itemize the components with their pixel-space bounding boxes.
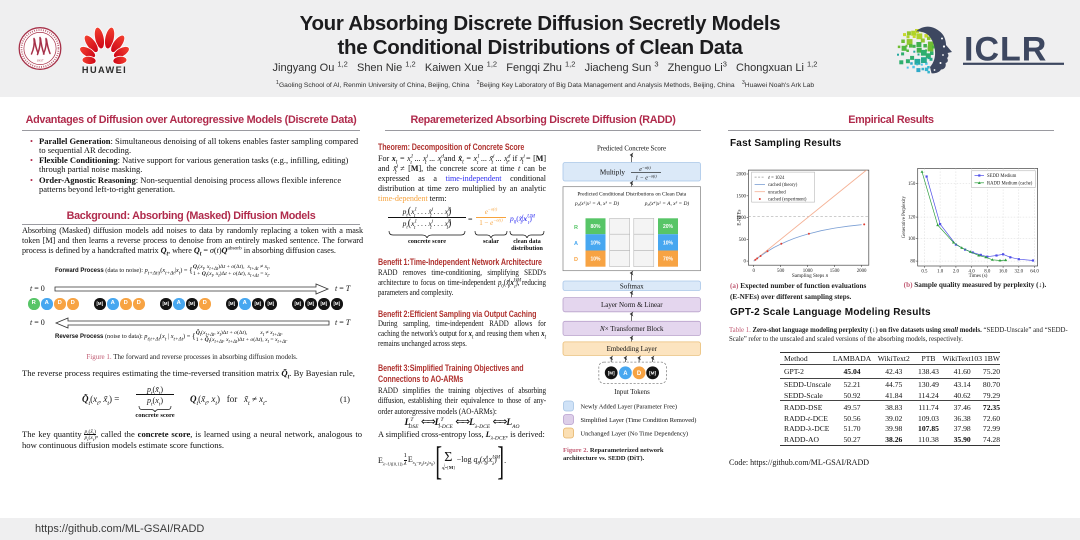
svg-text:cached (theory): cached (theory) [768,183,798,188]
svg-text:0: 0 [752,269,755,274]
svg-text:Multiply: Multiply [600,169,626,177]
svg-text:[M]: [M] [649,371,656,376]
svg-text:D: D [637,371,642,377]
svg-text:500: 500 [739,238,747,243]
svg-text:120: 120 [908,216,916,221]
svg-text:80: 80 [910,260,915,265]
svg-text:32.0: 32.0 [1015,270,1024,275]
svg-text:Layer Norm & Linear: Layer Norm & Linear [601,301,663,309]
svg-text:1500: 1500 [736,194,746,199]
svg-text:uncached: uncached [768,190,786,195]
svg-text:64.0: 64.0 [1030,270,1039,275]
svg-text:Newly Added Layer (Parameter: Newly Added Layer (Parameter Free) [581,404,678,411]
svg-text:HUAWEI: HUAWEI [82,65,127,75]
svg-text:2000: 2000 [736,173,746,178]
svg-text:Simplified Layer (Time Conditi: Simplified Layer (Time Condition Removed… [581,417,697,424]
svg-text:2.0: 2.0 [953,270,960,275]
svg-text:Sampling Steps n: Sampling Steps n [792,273,829,278]
svg-text:Embedding Layer: Embedding Layer [607,345,658,353]
svg-text:[M]: [M] [608,371,615,376]
svg-text:10%: 10% [590,240,601,246]
svg-text:D: D [574,257,578,263]
svg-text:1 − e−σ(t): 1 − e−σ(t) [635,174,657,182]
svg-text:Times (s): Times (s) [969,274,988,278]
svg-text:0.5: 0.5 [921,270,928,275]
svg-text:Predicted Concrete Score: Predicted Concrete Score [597,146,666,153]
svg-text:0: 0 [744,260,747,265]
svg-text:10%: 10% [663,240,674,246]
svg-text:A: A [574,241,578,247]
svg-text:150: 150 [908,182,916,187]
svg-text:ℓ = 1024: ℓ = 1024 [768,175,785,181]
svg-text:A: A [623,371,628,377]
svg-text:8.0: 8.0 [984,270,991,275]
svg-text:Generative Perplexity: Generative Perplexity [902,196,907,239]
svg-text:SEDD Medium: SEDD Medium [987,174,1017,179]
svg-text:Softmax: Softmax [620,282,644,290]
svg-text:E-NFEs: E-NFEs [738,209,743,225]
svg-text:10%: 10% [590,257,601,263]
svg-text:ICLR: ICLR [964,31,1047,69]
svg-text:70%: 70% [663,257,674,263]
svg-text:20%: 20% [663,224,674,230]
svg-text:500: 500 [777,269,785,274]
svg-text:1937: 1937 [37,59,44,63]
svg-text:80%: 80% [590,224,601,230]
svg-text:Unchanged Layer (No Time Depen: Unchanged Layer (No Time Dependency) [581,431,689,438]
svg-text:p₀(x¹|x² = A, x³ = D): p₀(x¹|x² = A, x³ = D) [574,200,619,207]
svg-text:1000: 1000 [803,269,813,274]
svg-text:R: R [574,225,578,231]
svg-text:p₀(x⁴|x² = A, x³ = D): p₀(x⁴|x² = A, x³ = D) [644,200,690,207]
svg-text:100: 100 [908,237,916,242]
svg-text:2000: 2000 [857,269,867,274]
svg-text:Input Tokens: Input Tokens [614,389,650,396]
svg-text:Predicted Conditional Distribu: Predicted Conditional Distributions on C… [577,192,686,198]
svg-text:1500: 1500 [830,269,840,274]
svg-text:e−σ(t): e−σ(t) [639,165,651,173]
svg-text:cached (experiment): cached (experiment) [768,198,807,203]
svg-text:RADD Medium (cache): RADD Medium (cache) [987,182,1033,187]
svg-text:1.0: 1.0 [937,270,944,275]
svg-text:16.0: 16.0 [999,270,1008,275]
svg-text:4.0: 4.0 [969,270,976,275]
svg-text:N× Transformer Block: N× Transformer Block [599,325,664,333]
svg-text:1000: 1000 [736,216,746,221]
